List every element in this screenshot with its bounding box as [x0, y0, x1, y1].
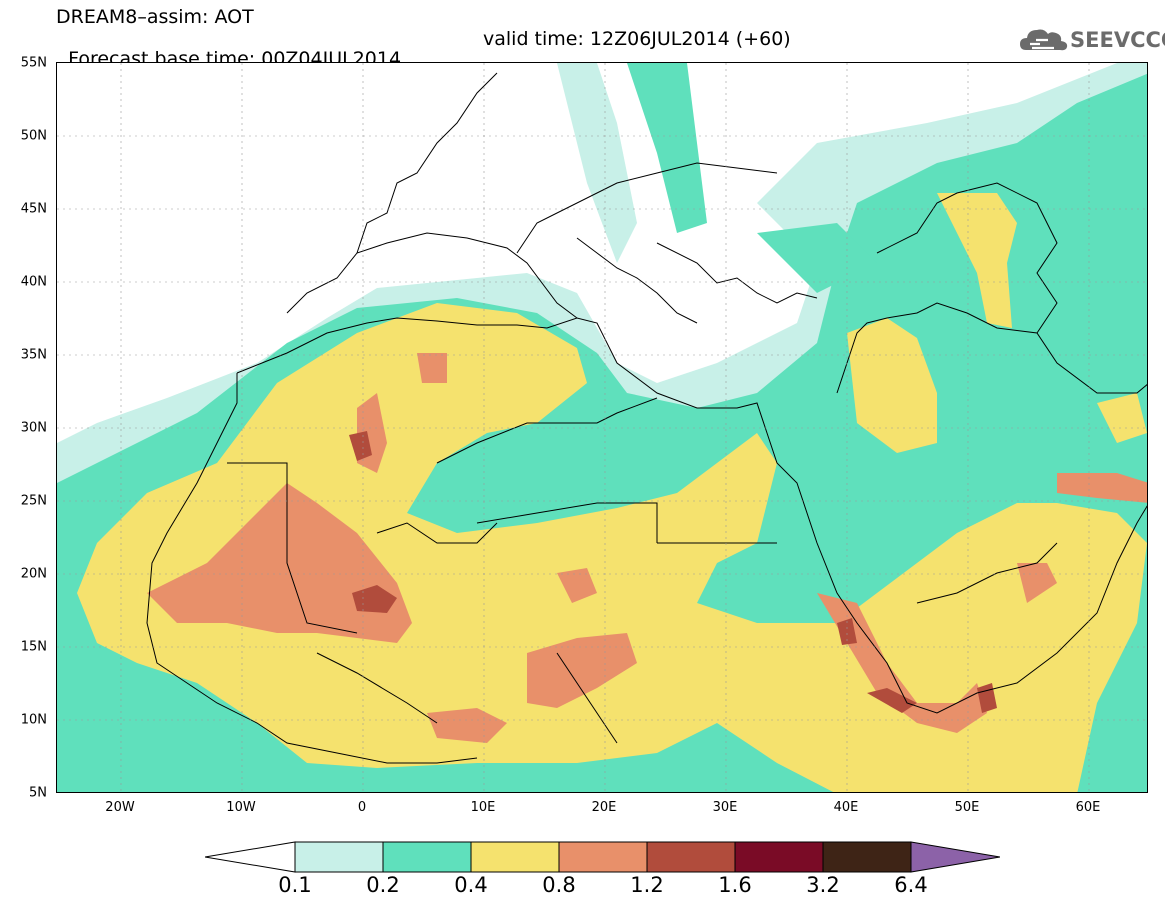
- colorbar-label-0.2: 0.2: [366, 873, 400, 897]
- lon-label-20e: 20E: [591, 800, 617, 815]
- colorbar-label-0.8: 0.8: [542, 873, 576, 897]
- aot-map: [56, 62, 1148, 793]
- lat-label-40n: 40N: [20, 274, 47, 290]
- colorbar-bin-0.8: [558, 841, 648, 873]
- colorbar-label-3.2: 3.2: [806, 873, 840, 897]
- graticule: [57, 63, 1147, 792]
- lat-label-20n: 20N: [20, 566, 47, 582]
- colorbar-label-1.2: 1.2: [630, 873, 664, 897]
- colorbar-label-0.1: 0.1: [278, 873, 312, 897]
- lat-label-10n: 10N: [20, 712, 47, 728]
- colorbar-bin-0.1: [294, 841, 384, 873]
- colorbar-label-1.6: 1.6: [718, 873, 752, 897]
- chart-title: DREAM8–assim: AOT: [56, 6, 254, 28]
- colorbar-bin-1.6: [734, 841, 824, 873]
- lat-label-5n: 5N: [29, 785, 47, 801]
- lon-label-10w: 10W: [226, 800, 256, 815]
- lat-label-55n: 55N: [20, 55, 47, 71]
- lat-label-25n: 25N: [20, 493, 47, 509]
- colorbar-bin-1.2: [646, 841, 736, 873]
- lon-label-10e: 10E: [470, 800, 496, 815]
- lon-label-30e: 30E: [712, 800, 738, 815]
- lat-label-35n: 35N: [20, 347, 47, 363]
- country-borders: [146, 72, 1147, 764]
- colorbar-under-arrow: [205, 841, 296, 873]
- lon-label-40e: 40E: [833, 800, 859, 815]
- lat-label-50n: 50N: [20, 128, 47, 144]
- lon-label-50e: 50E: [954, 800, 980, 815]
- lat-label-45n: 45N: [20, 201, 47, 217]
- valid-time-text: valid time: 12Z06JUL2014 (+60): [483, 28, 791, 50]
- colorbar: [205, 841, 1000, 873]
- lon-label-0: 0: [357, 800, 367, 815]
- colorbar-label-0.4: 0.4: [454, 873, 488, 897]
- lat-label-30n: 30N: [20, 420, 47, 436]
- colorbar-label-6.4: 6.4: [894, 873, 928, 897]
- colorbar-bin-0.2: [382, 841, 472, 873]
- colorbar-bin-3.2: [822, 841, 912, 873]
- colorbar-over-arrow: [910, 841, 1000, 873]
- lon-label-60e: 60E: [1075, 800, 1101, 815]
- lon-label-20w: 20W: [105, 800, 135, 815]
- lat-label-15n: 15N: [20, 639, 47, 655]
- seevccc-logo: SEEVCCC: [1018, 22, 1165, 58]
- aot-0.8-region: [147, 353, 1147, 743]
- cloud-logo-icon: [1020, 29, 1068, 51]
- logo-text: SEEVCCC: [1070, 28, 1165, 52]
- colorbar-bin-0.4: [470, 841, 560, 873]
- map-canvas: [57, 63, 1147, 792]
